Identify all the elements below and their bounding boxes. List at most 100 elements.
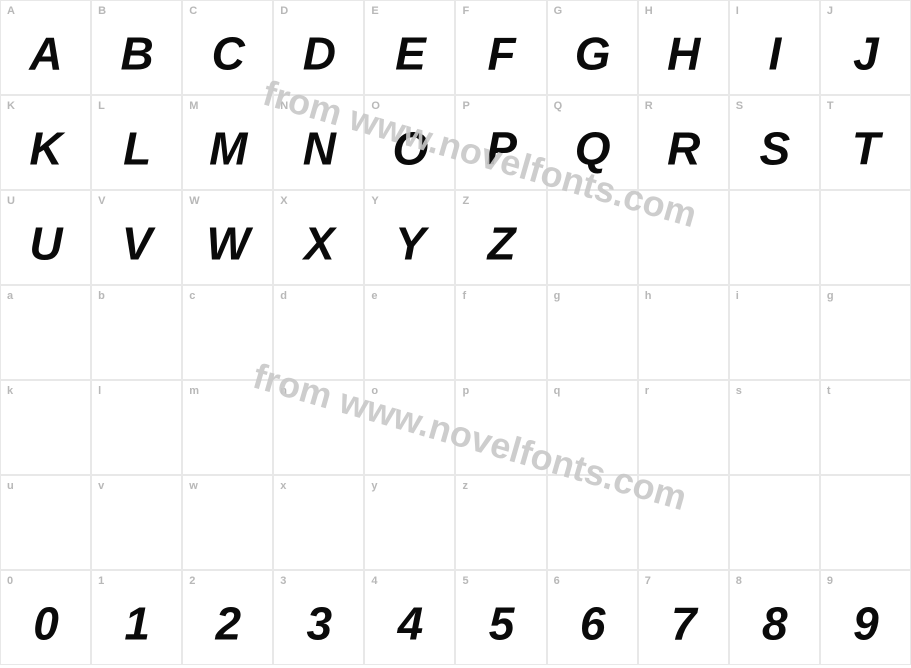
cell-label: d xyxy=(280,290,287,302)
glyph-cell: FF xyxy=(455,0,546,95)
glyph-cell: e xyxy=(364,285,455,380)
cell-label: 4 xyxy=(371,575,377,587)
cell-label: k xyxy=(7,385,13,397)
cell-label: G xyxy=(554,5,563,17)
cell-glyph: N xyxy=(303,121,335,175)
cell-label: t xyxy=(827,385,831,397)
cell-label: L xyxy=(98,100,105,112)
cell-label: H xyxy=(645,5,653,17)
cell-glyph: H xyxy=(667,26,699,80)
cell-glyph: I xyxy=(768,26,780,80)
cell-label: 8 xyxy=(736,575,742,587)
cell-glyph: G xyxy=(575,26,610,80)
cell-label: r xyxy=(645,385,649,397)
cell-label: V xyxy=(98,195,105,207)
glyph-cell: AA xyxy=(0,0,91,95)
glyph-cell: CC xyxy=(182,0,273,95)
cell-label: F xyxy=(462,5,469,17)
cell-glyph: Q xyxy=(575,121,610,175)
cell-glyph: 1 xyxy=(124,596,149,650)
glyph-cell: GG xyxy=(547,0,638,95)
glyph-cell: b xyxy=(91,285,182,380)
cell-glyph: 6 xyxy=(580,596,605,650)
glyph-cell: KK xyxy=(0,95,91,190)
cell-label: Z xyxy=(462,195,469,207)
character-map-grid: AABBCCDDEEFFGGHHIIJJKKLLMMNNOOPPQQRRSSTT… xyxy=(0,0,911,665)
cell-label: z xyxy=(462,480,468,492)
cell-glyph: Z xyxy=(487,216,514,270)
cell-label: 3 xyxy=(280,575,286,587)
glyph-cell: a xyxy=(0,285,91,380)
glyph-cell: p xyxy=(455,380,546,475)
glyph-cell xyxy=(820,190,911,285)
glyph-cell: 88 xyxy=(729,570,820,665)
glyph-cell: z xyxy=(455,475,546,570)
cell-glyph: L xyxy=(123,121,150,175)
glyph-cell: h xyxy=(638,285,729,380)
glyph-cell: t xyxy=(820,380,911,475)
cell-label: J xyxy=(827,5,833,17)
glyph-cell: YY xyxy=(364,190,455,285)
cell-label: w xyxy=(189,480,198,492)
glyph-cell: x xyxy=(273,475,364,570)
glyph-cell: 22 xyxy=(182,570,273,665)
cell-label: 9 xyxy=(827,575,833,587)
cell-label: p xyxy=(462,385,469,397)
cell-label: 7 xyxy=(645,575,651,587)
cell-label: C xyxy=(189,5,197,17)
cell-label: e xyxy=(371,290,377,302)
cell-label: l xyxy=(98,385,101,397)
glyph-cell: 33 xyxy=(273,570,364,665)
cell-glyph: 8 xyxy=(762,596,787,650)
cell-label: R xyxy=(645,100,653,112)
cell-glyph: Y xyxy=(395,216,425,270)
cell-label: 2 xyxy=(189,575,195,587)
cell-glyph: 5 xyxy=(489,596,514,650)
cell-glyph: D xyxy=(303,26,335,80)
glyph-cell: d xyxy=(273,285,364,380)
glyph-cell: II xyxy=(729,0,820,95)
cell-label: o xyxy=(371,385,378,397)
cell-glyph: W xyxy=(207,216,249,270)
cell-label: N xyxy=(280,100,288,112)
glyph-cell: g xyxy=(547,285,638,380)
glyph-cell: XX xyxy=(273,190,364,285)
cell-glyph: F xyxy=(487,26,514,80)
glyph-cell: 00 xyxy=(0,570,91,665)
glyph-cell: f xyxy=(455,285,546,380)
cell-label: 5 xyxy=(462,575,468,587)
cell-glyph: J xyxy=(853,26,878,80)
cell-label: x xyxy=(280,480,286,492)
glyph-cell: PP xyxy=(455,95,546,190)
cell-glyph: V xyxy=(122,216,152,270)
cell-label: v xyxy=(98,480,104,492)
glyph-cell: 66 xyxy=(547,570,638,665)
glyph-cell: y xyxy=(364,475,455,570)
cell-label: U xyxy=(7,195,15,207)
cell-label: c xyxy=(189,290,195,302)
cell-label: K xyxy=(7,100,15,112)
glyph-cell: n xyxy=(273,380,364,475)
glyph-cell: SS xyxy=(729,95,820,190)
glyph-cell xyxy=(729,475,820,570)
cell-glyph: B xyxy=(121,26,153,80)
cell-label: i xyxy=(736,290,739,302)
cell-label: B xyxy=(98,5,106,17)
cell-label: P xyxy=(462,100,469,112)
glyph-cell: r xyxy=(638,380,729,475)
cell-glyph: 9 xyxy=(853,596,878,650)
cell-glyph: E xyxy=(395,26,425,80)
glyph-cell xyxy=(547,475,638,570)
glyph-cell: VV xyxy=(91,190,182,285)
glyph-cell: 11 xyxy=(91,570,182,665)
cell-label: 6 xyxy=(554,575,560,587)
cell-glyph: P xyxy=(486,121,516,175)
glyph-cell xyxy=(729,190,820,285)
cell-label: b xyxy=(98,290,105,302)
cell-label: u xyxy=(7,480,14,492)
cell-glyph: T xyxy=(852,121,879,175)
cell-label: I xyxy=(736,5,739,17)
cell-label: M xyxy=(189,100,198,112)
cell-glyph: O xyxy=(393,121,428,175)
cell-label: s xyxy=(736,385,742,397)
